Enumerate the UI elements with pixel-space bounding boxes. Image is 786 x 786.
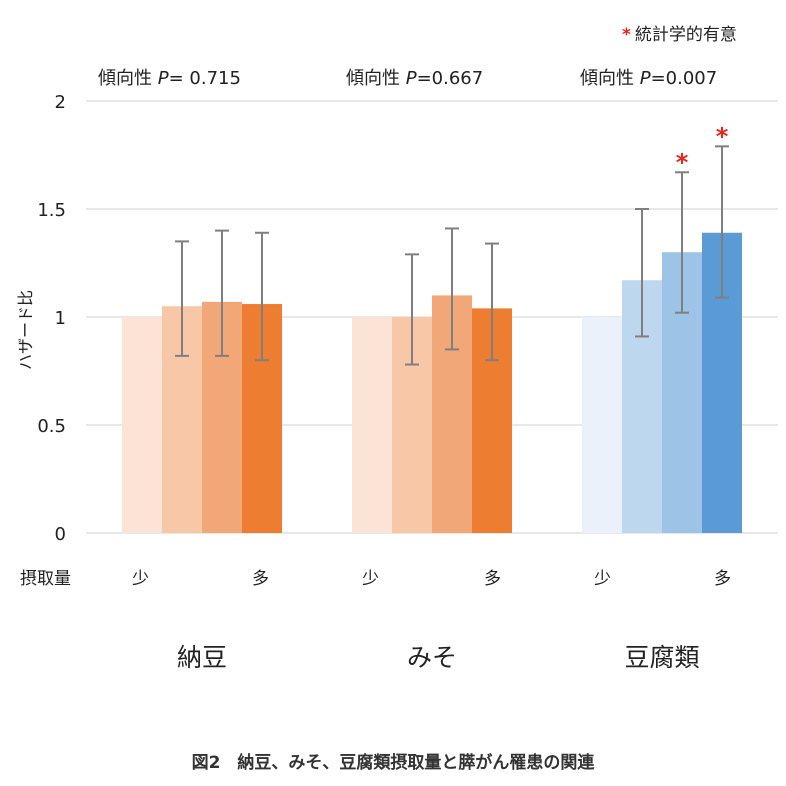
group-name-miso: みそ: [406, 643, 457, 672]
y-tick-label: 2: [55, 92, 66, 113]
group-name-tofu: 豆腐類: [624, 643, 700, 672]
significance-star-icon: *: [716, 122, 729, 150]
bar: [352, 317, 392, 533]
tofu-low-label: 少: [594, 569, 611, 589]
natto-high-label: 多: [252, 569, 269, 589]
intake-axis-label: 摂取量: [20, 569, 71, 589]
significance-markers: **: [676, 122, 729, 176]
p-trend-miso: 傾向性 P=0.667: [346, 64, 483, 90]
y-tick-label: 0.5: [37, 416, 66, 437]
miso-high-label: 多: [484, 569, 501, 589]
p-trend-tofu: 傾向性 P=0.007: [580, 64, 717, 90]
p-trend-prefix: 傾向性: [98, 68, 158, 89]
tofu-high-label: 多: [714, 569, 731, 589]
significance-star-icon: *: [676, 148, 689, 176]
legend-label: 統計学的有意: [634, 25, 737, 45]
y-tick-label: 0: [55, 524, 66, 545]
y-axis-label: ハザード比: [16, 289, 35, 370]
y-tick-label: 1: [55, 308, 66, 329]
natto-low-label: 少: [132, 569, 149, 589]
p-trend-natto: 傾向性 P= 0.715: [98, 64, 241, 90]
p-letter: P: [639, 68, 651, 89]
bar: [582, 317, 622, 533]
group-name-natto: 納豆: [176, 643, 227, 672]
p-trend-prefix: 傾向性: [580, 68, 640, 89]
legend: * 統計学的有意: [622, 20, 737, 45]
p-trend-prefix: 傾向性: [346, 68, 406, 89]
figure-caption: 図2 納豆、みそ、豆腐類摂取量と膵がん罹患の関連: [191, 753, 595, 773]
significance-star-icon: *: [622, 25, 631, 45]
error-bars: [175, 145, 729, 366]
p-letter: P: [405, 68, 417, 89]
p-trend-value: =0.007: [650, 68, 718, 89]
p-trend-value: =0.667: [416, 68, 484, 89]
y-tick-label: 1.5: [37, 200, 66, 221]
miso-low-label: 少: [362, 569, 379, 589]
bar: [122, 317, 162, 533]
y-tick-labels: 0 0.5 1 1.5 2: [37, 92, 66, 545]
p-trend-value: = 0.715: [168, 68, 241, 89]
bars: [122, 232, 742, 533]
p-letter: P: [157, 68, 169, 89]
